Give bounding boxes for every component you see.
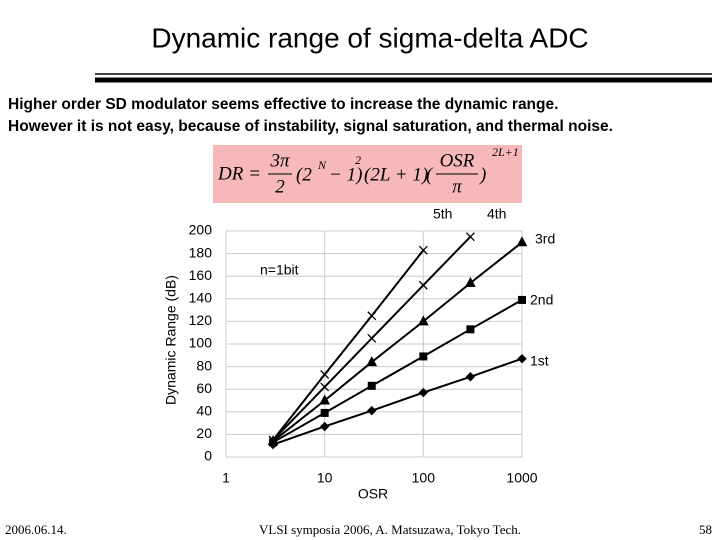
marker: [319, 394, 330, 405]
y-tick-label: 100: [189, 335, 213, 351]
formula-part: ): [479, 164, 486, 185]
y-tick-label: 40: [196, 403, 212, 419]
marker: [466, 325, 475, 334]
y-tick-label: 20: [196, 425, 212, 441]
formula: DR = 3π 2 (2 N − 1) 2 (2L + 1) OSR π ( )…: [217, 145, 519, 198]
marker: [418, 280, 428, 290]
footer: 58: [699, 522, 712, 537]
marker: [465, 372, 476, 382]
marker: [367, 311, 377, 321]
series-line: [272, 241, 523, 442]
series-label: 3rd: [535, 231, 555, 247]
formula-part: DR =: [217, 163, 261, 184]
series-label: 5th: [433, 206, 452, 222]
formula-part: 3π: [269, 150, 290, 171]
marker: [465, 276, 476, 287]
series-line: [272, 357, 523, 446]
y-tick-label: 80: [196, 357, 212, 373]
formula-part: (: [426, 164, 434, 185]
marker: [366, 356, 378, 367]
text-line: However it is not easy, because of insta…: [8, 118, 613, 135]
y-tick-label: 0: [204, 448, 212, 464]
marker: [268, 435, 278, 445]
text-line: Higher order SD modulator seems effectiv…: [8, 96, 558, 113]
marker: [367, 333, 377, 343]
formula-part: (2L + 1): [364, 164, 428, 185]
x-tick-label: 1: [222, 470, 230, 486]
marker: [465, 232, 475, 242]
y-tick-label: 180: [189, 244, 213, 260]
marker: [419, 352, 428, 361]
marker: [418, 387, 429, 398]
marker: [517, 353, 527, 364]
series-line: [272, 249, 425, 441]
slide-title: Dynamic range of sigma-delta ADC: [151, 22, 588, 53]
x-axis-label: OSR: [358, 486, 388, 502]
y-tick-label: 60: [196, 380, 212, 396]
formula-part: π: [452, 176, 462, 197]
series-label: 4th: [487, 206, 506, 222]
marker: [320, 408, 329, 417]
formula-part: 2L+1: [492, 145, 519, 159]
y-tick-label: 140: [189, 290, 213, 306]
footer: 2006.06.14.: [5, 522, 67, 537]
formula-part: 2: [275, 176, 285, 197]
marker: [319, 421, 330, 432]
y-axis-label: Dynamic Range (dB): [163, 275, 179, 405]
marker: [518, 295, 526, 304]
marker: [367, 381, 376, 390]
y-tick-label: 200: [189, 222, 213, 238]
marker: [320, 370, 330, 379]
marker: [418, 245, 428, 255]
annotation: n=1bit: [260, 262, 299, 278]
footer: VLSI symposia 2006, A. Matsuzawa, Tokyo …: [259, 522, 521, 537]
y-tick-label: 120: [189, 312, 213, 328]
series-label: 1st: [530, 353, 549, 369]
formula-part: − 1): [329, 164, 362, 185]
marker: [367, 405, 377, 416]
marker: [418, 315, 429, 326]
formula-part: (2: [296, 164, 312, 185]
marker: [320, 382, 330, 392]
marker: [516, 236, 528, 247]
formula-part: 2: [355, 153, 361, 167]
series-label: 2nd: [530, 292, 553, 308]
x-tick-label: 100: [412, 470, 436, 486]
chart: 0 20 40 60 80 100 120 140 160 180 200 1 10 100 1000 OSR…: [163, 206, 556, 502]
formula-part: OSR: [440, 150, 475, 171]
series-line: [272, 299, 523, 444]
y-tick-label: 160: [189, 267, 213, 283]
x-tick-label: 10: [317, 470, 333, 486]
formula-part: N: [317, 158, 327, 172]
x-tick-label: 1000: [506, 470, 537, 486]
